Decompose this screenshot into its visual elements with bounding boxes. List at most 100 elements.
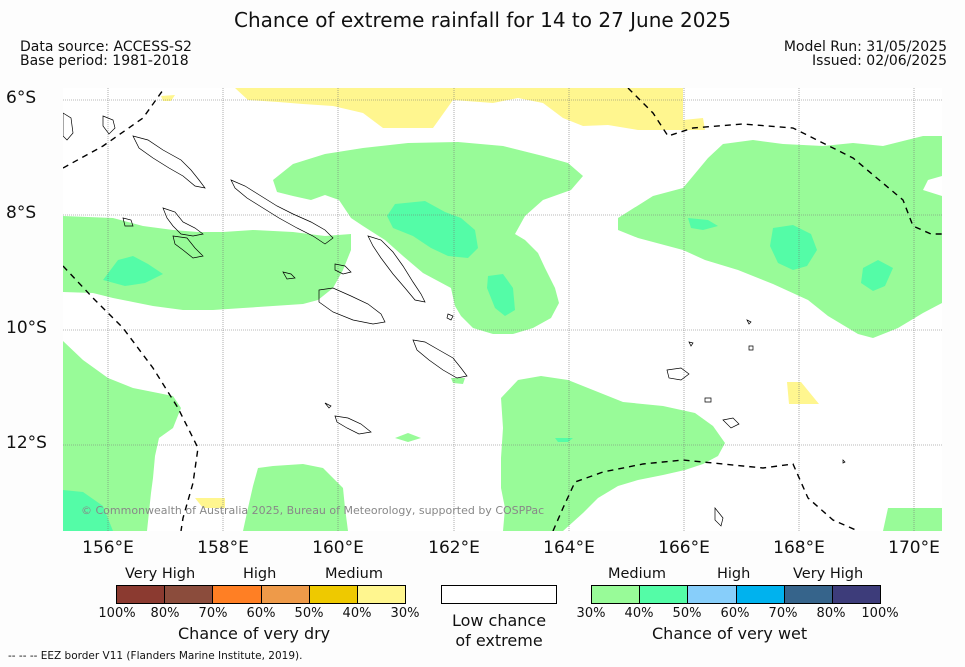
dry-colorbar xyxy=(116,585,406,604)
dry-swatch-1 xyxy=(116,585,165,604)
dry-swatch-3 xyxy=(212,585,262,604)
wet-swatch-4 xyxy=(736,585,785,604)
wet-colorbar xyxy=(591,585,881,604)
lat-label-8s: 8°S xyxy=(6,203,37,223)
meta-left: Data source: ACCESS-S2 Base period: 1981… xyxy=(20,40,192,68)
dry-tick: 80% xyxy=(150,606,180,621)
island-ndeni xyxy=(666,367,690,381)
island-vanuatu-north xyxy=(714,507,724,527)
wet-swatch-1 xyxy=(591,585,640,604)
dry-tick: 70% xyxy=(198,606,228,621)
lon-label-164e: 164°E xyxy=(543,538,595,558)
island-makira xyxy=(334,415,372,435)
wet-tick: 40% xyxy=(624,606,654,621)
meta-right: Model Run: 31/05/2025 Issued: 02/06/2025 xyxy=(784,40,947,68)
eez-borders xyxy=(63,88,942,531)
dry-area-sw xyxy=(195,498,225,508)
lon-label-170e: 170°E xyxy=(888,538,940,558)
wet-tick: 50% xyxy=(672,606,702,621)
lon-label-168e: 168°E xyxy=(773,538,825,558)
lon-label-156e: 156°E xyxy=(82,538,134,558)
eez-border-east xyxy=(627,88,942,235)
neutral-legend-line-1: Low chance xyxy=(451,611,547,630)
wet-tick: 100% xyxy=(861,606,899,621)
dry-area-east xyxy=(787,382,819,404)
lon-label-158e: 158°E xyxy=(197,538,249,558)
island-vella-lavella xyxy=(172,235,204,259)
dry-high-label: High xyxy=(243,566,277,582)
dry-very-high-label: Very High xyxy=(125,566,196,582)
island-buka xyxy=(102,115,116,135)
lat-label-10s: 10°S xyxy=(6,318,47,338)
island-bougainville xyxy=(132,135,206,189)
neutral-legend-line-2: of extreme xyxy=(455,631,543,650)
dry-swatch-6 xyxy=(357,585,406,604)
dry-swatch-5 xyxy=(309,585,358,604)
dry-areas xyxy=(161,88,819,508)
high-wet-area-4 xyxy=(770,225,817,270)
wet-legend-title: Chance of very wet xyxy=(652,624,808,643)
island-utupua xyxy=(704,397,712,403)
wet-tick: 70% xyxy=(768,606,798,621)
wet-tick: 60% xyxy=(720,606,750,621)
neutral-legend-label: Low chance of extreme xyxy=(441,611,557,651)
lon-label-162e: 162°E xyxy=(428,538,480,558)
island-guadalcanal xyxy=(318,287,386,325)
wet-very-high-label: Very High xyxy=(793,566,864,582)
island-vanikoro xyxy=(722,417,740,429)
eez-footnote: -- -- -- EEZ border V11 (Flanders Marine… xyxy=(8,650,303,662)
island-new-ireland-tip xyxy=(63,112,74,141)
dry-area-nw xyxy=(161,95,175,101)
island-florida xyxy=(334,263,352,275)
lon-label-160e: 160°E xyxy=(312,538,364,558)
wet-swatch-2 xyxy=(639,585,688,604)
wet-tick: 30% xyxy=(576,606,606,621)
wet-area-south xyxy=(243,464,348,531)
dry-tick: 60% xyxy=(246,606,276,621)
model-run: Model Run: 31/05/2025 xyxy=(783,39,947,55)
island-tikopia xyxy=(842,459,846,464)
eez-border-png-nw xyxy=(63,89,164,169)
high-wet-area-5 xyxy=(861,260,893,291)
eez-border-vanuatu xyxy=(552,459,859,531)
island-malaita xyxy=(412,339,468,379)
lat-label-6s: 6°S xyxy=(6,88,37,108)
wet-area-south-central xyxy=(501,376,725,531)
dry-area-north xyxy=(235,88,705,130)
lon-label-166e: 166°E xyxy=(658,538,710,558)
island-temotu-north xyxy=(688,341,694,347)
wet-tick: 80% xyxy=(816,606,846,621)
high-wet-area-3 xyxy=(103,256,163,286)
dry-tick: 100% xyxy=(98,606,136,621)
island-ontong-java xyxy=(446,313,454,321)
island-santa-isabel xyxy=(367,235,426,303)
island-duff xyxy=(746,319,752,325)
wet-swatch-3 xyxy=(687,585,737,604)
island-russell xyxy=(282,271,296,280)
base-period: Base period: 1981-2018 xyxy=(20,53,189,69)
gridlines xyxy=(63,88,942,531)
wet-area-west xyxy=(63,216,351,310)
map-title: Chance of extreme rainfall for 14 to 27 … xyxy=(234,8,731,32)
dry-swatch-4 xyxy=(261,585,310,604)
data-source: Data source: ACCESS-S2 xyxy=(20,39,192,55)
wet-high-label: High xyxy=(717,566,751,582)
high-wet-area-8 xyxy=(555,438,573,442)
land-outlines xyxy=(63,112,846,527)
high-wet-area-7 xyxy=(63,490,113,531)
dry-tick: 30% xyxy=(390,606,420,621)
island-shortland xyxy=(122,217,134,227)
lat-label-12s: 12°S xyxy=(6,433,47,453)
high-wet-area-6 xyxy=(688,218,718,230)
eez-border-png-west xyxy=(63,265,199,531)
rainfall-map: © Commonwealth of Australia 2025, Bureau… xyxy=(63,88,942,531)
wet-swatch-6 xyxy=(832,585,881,604)
island-new-georgia xyxy=(162,207,204,237)
dry-legend-title: Chance of very dry xyxy=(178,624,331,643)
issued-date: Issued: 02/06/2025 xyxy=(812,53,947,69)
dry-tick: 40% xyxy=(342,606,372,621)
wet-area-southeast xyxy=(883,508,942,531)
high-wet-areas xyxy=(63,201,893,531)
copyright-text: © Commonwealth of Australia 2025, Bureau… xyxy=(81,504,544,517)
island-choiseul xyxy=(230,179,334,245)
